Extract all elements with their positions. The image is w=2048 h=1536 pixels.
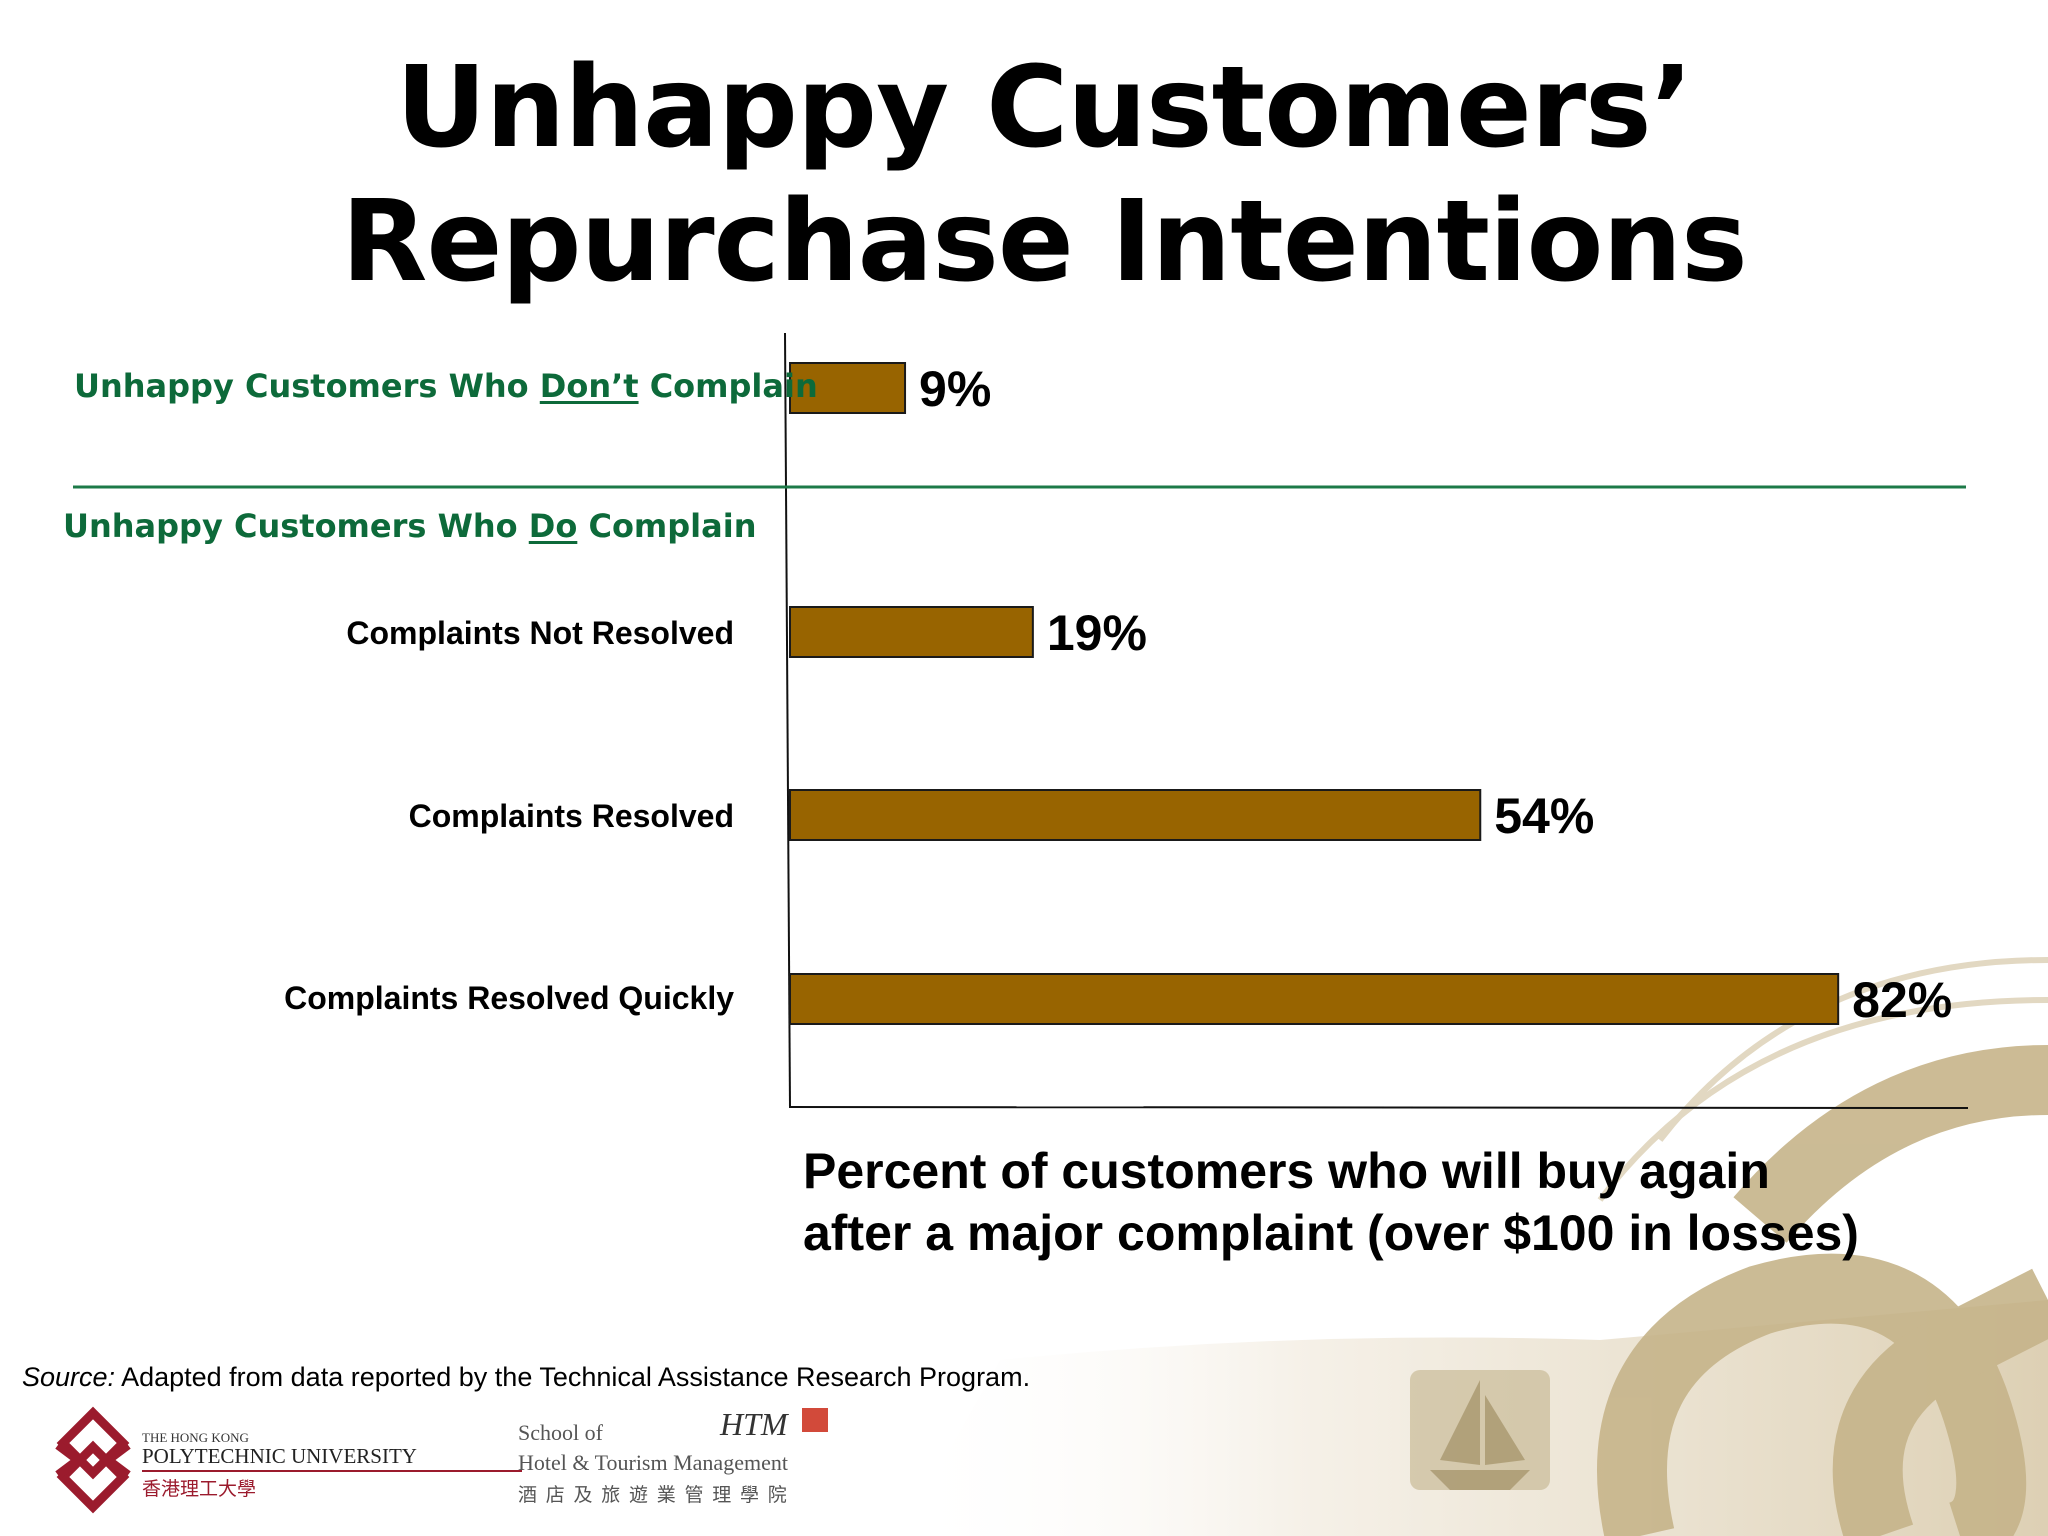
bar-not-resolved	[789, 606, 1034, 658]
group-label-dont-underlined: Don’t	[539, 367, 639, 405]
group-label-dont-post: Complain	[638, 367, 818, 405]
value-label-dont-complain: 9%	[919, 361, 992, 417]
htm-seal-icon	[802, 1408, 828, 1432]
group-label-do-post: Complain	[577, 507, 757, 545]
group-label-do-underlined: Do	[528, 507, 578, 545]
value-label-resolved: 54%	[1494, 788, 1595, 844]
category-label-resolved: Complaints Resolved	[408, 798, 734, 834]
polyu-name: POLYTECHNIC UNIVERSITY	[142, 1444, 417, 1468]
polyu-rule	[142, 1470, 522, 1472]
polyu-chinese-name: 香港理工大學	[142, 1479, 257, 1500]
slide-title-line-2: Repurchase Intentions	[341, 177, 1748, 307]
group-label-do-pre: Unhappy Customers Who	[63, 507, 529, 545]
polyu-small-caption: THE HONG KONG	[142, 1430, 249, 1445]
group-label-dont-complain: Unhappy Customers Who Don’t Complain	[74, 370, 818, 402]
chart-caption: Percent of customers who will buy again …	[803, 1143, 1859, 1261]
slide-title-line-1: Unhappy Customers’	[395, 43, 1694, 173]
group-label-dont-pre: Unhappy Customers Who	[74, 367, 540, 405]
group-label-do-complain: Unhappy Customers Who Do Complain	[63, 510, 756, 542]
value-label-not-resolved: 19%	[1046, 605, 1147, 661]
x-axis-line	[789, 1106, 1969, 1109]
source-note: Source: Adapted from data reported by th…	[22, 1362, 1030, 1393]
bar-resolved	[789, 789, 1482, 841]
bar-dont-complain	[789, 362, 907, 414]
footer-logos: THE HONG KONG POLYTECHNIC UNIVERSITY 香港理…	[30, 1400, 860, 1530]
polyu-logo-icon	[55, 1406, 131, 1514]
source-text: Adapted from data reported by the Techni…	[115, 1362, 1031, 1392]
htm-chinese-name: 酒 店 及 旅 遊 業 管 理 學 院	[518, 1485, 789, 1506]
bar-resolved-quickly	[789, 973, 1840, 1025]
category-label-not-resolved: Complaints Not Resolved	[346, 615, 734, 651]
category-label-resolved-quickly: Complaints Resolved Quickly	[284, 980, 734, 1016]
value-label-resolved-quickly: 82%	[1852, 972, 1953, 1028]
source-prefix: Source:	[22, 1362, 116, 1392]
htm-school-name: Hotel & Tourism Management	[518, 1450, 788, 1475]
htm-school-of: School of	[518, 1420, 603, 1445]
htm-mark-logo: HTM	[720, 1406, 788, 1442]
